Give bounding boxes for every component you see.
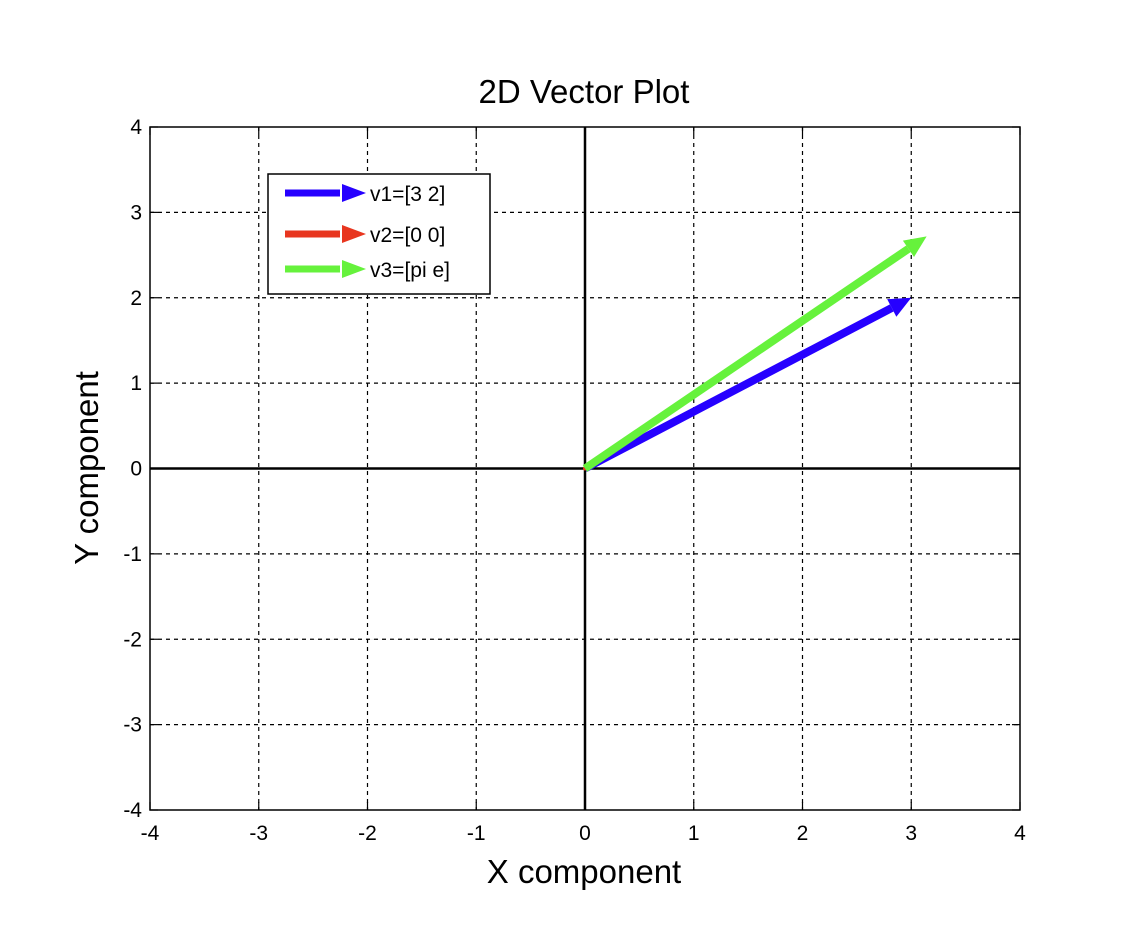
y-tick-label: 4 <box>130 116 142 139</box>
legend-swatch-head <box>342 225 366 243</box>
vector-1-head <box>887 297 912 317</box>
x-tick-label: 0 <box>579 822 591 845</box>
y-tick-label: 1 <box>130 372 142 395</box>
x-tick-label: 3 <box>905 822 917 845</box>
x-tick-label: -4 <box>141 822 160 845</box>
x-tick-label: 2 <box>797 822 809 845</box>
legend-label: v2=[0 0] <box>370 224 445 247</box>
x-axis-ticks: -4 -3 -2 -1 0 1 2 3 4 <box>141 127 1026 845</box>
x-tick-label: -3 <box>249 822 268 845</box>
y-axis-label: Y component <box>68 371 105 565</box>
y-tick-label: -3 <box>123 714 142 737</box>
x-tick-label: -1 <box>467 822 486 845</box>
vector-3-head <box>902 236 927 257</box>
vector-series <box>582 236 927 473</box>
chart-title: 2D Vector Plot <box>479 73 690 110</box>
x-axis-label: X component <box>487 853 681 890</box>
legend-label: v3=[pi e] <box>370 259 450 282</box>
x-tick-label: -2 <box>358 822 377 845</box>
legend: v1=[3 2] v2=[0 0] v3=[pi e] <box>267 173 491 295</box>
y-tick-label: 3 <box>130 201 142 224</box>
y-axis-ticks: -4 -3 -2 -1 0 1 2 3 4 <box>123 116 1020 822</box>
y-tick-label: 0 <box>130 458 142 481</box>
y-tick-label: -1 <box>123 543 142 566</box>
y-tick-label: -2 <box>123 628 142 651</box>
legend-swatch-head <box>342 184 366 202</box>
y-tick-label: -4 <box>123 799 142 822</box>
legend-entry-3: v3=[pi e] <box>285 259 450 282</box>
x-tick-label: 4 <box>1014 822 1026 845</box>
vector-1 <box>583 297 912 473</box>
x-tick-label: 1 <box>688 822 700 845</box>
legend-label: v1=[3 2] <box>370 183 445 206</box>
legend-swatch-head <box>342 260 366 278</box>
legend-entry-2: v2=[0 0] <box>285 224 445 247</box>
y-tick-label: 2 <box>130 287 142 310</box>
vector-3-shaft <box>582 245 911 472</box>
vector-1-shaft <box>583 304 894 473</box>
vector-3 <box>582 236 927 472</box>
legend-entry-1: v1=[3 2] <box>285 183 445 206</box>
